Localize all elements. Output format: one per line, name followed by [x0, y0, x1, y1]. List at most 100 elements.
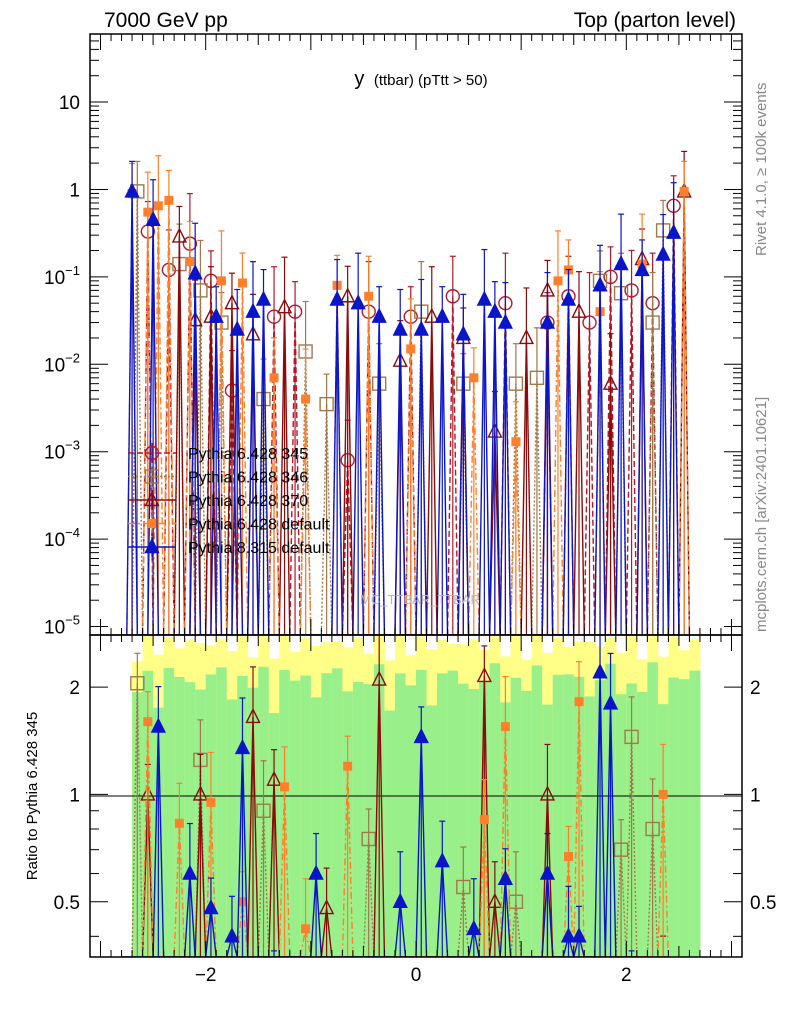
data-point: [224, 927, 240, 943]
data-point: [229, 320, 245, 336]
series: [171, 150, 692, 635]
ratio-band-green: [321, 673, 333, 957]
ratio-band-green: [184, 682, 196, 957]
y-tick-label-exp: −4: [65, 525, 80, 540]
ratio-ylabel: Ratio to Pythia 6.428 345: [24, 712, 41, 880]
data-point: [143, 207, 153, 217]
data-point: [245, 707, 261, 724]
data-point: [466, 919, 482, 935]
data-point: [301, 394, 311, 404]
ratio-band-green: [531, 665, 543, 957]
data-point: [434, 307, 450, 323]
ratio-band-green: [226, 699, 238, 957]
data-point: [185, 256, 195, 266]
data-point: [269, 373, 279, 383]
data-point: [255, 290, 272, 306]
series-line: [141, 675, 669, 957]
ratio-y-tick-label-right: 2: [750, 678, 761, 699]
data-point: [361, 831, 376, 847]
data-point: [144, 445, 160, 461]
data-point: [318, 899, 335, 915]
data-point: [518, 328, 535, 345]
ratio-panel-series: [121, 635, 670, 957]
data-point: [553, 276, 563, 286]
data-point: [266, 309, 282, 324]
y-tick-label-exp: −1: [65, 263, 80, 278]
data-point: [245, 302, 261, 318]
legend-label: Pythia 6.428 370: [188, 493, 308, 510]
ratio-y-tick-label: 2: [69, 678, 80, 699]
data-point: [571, 927, 587, 943]
data-point: [445, 289, 461, 304]
data-point: [234, 738, 251, 755]
data-point: [645, 315, 660, 330]
data-point: [192, 785, 209, 801]
ratio-y-tick-label: 0.5: [54, 893, 80, 914]
data-point: [350, 294, 366, 310]
ratio-band-green: [216, 667, 228, 957]
data-point: [144, 469, 160, 484]
data-point: [679, 186, 689, 196]
data-point: [287, 304, 303, 319]
data-point: [613, 255, 629, 271]
data-point: [413, 727, 429, 744]
data-point: [434, 852, 450, 868]
data-point: [164, 195, 174, 205]
data-point: [171, 227, 188, 243]
data-point: [308, 864, 324, 880]
ratio-band-green: [405, 685, 417, 957]
ratio-band-green: [300, 675, 312, 957]
data-point: [266, 770, 282, 786]
data-point: [187, 264, 203, 280]
data-point: [476, 290, 492, 306]
ratio-band-green: [468, 688, 480, 957]
side-label-bottom: mcplots.cern.ch [arXiv:2401.10621]: [753, 397, 770, 632]
series-line: [126, 191, 680, 635]
data-point: [413, 320, 429, 336]
data-point: [153, 201, 163, 211]
plot-title-sub: (ttbar) (pTtt > 50): [374, 72, 488, 89]
data-point: [280, 782, 290, 792]
series-line: [131, 191, 670, 635]
data-point: [276, 298, 293, 314]
ratio-band-green: [163, 668, 175, 957]
data-point: [124, 182, 140, 198]
legend: Pythia 6.428 345 Pythia 6.428 346 Pythia 6…: [128, 443, 330, 557]
data-point: [206, 797, 216, 807]
data-point: [529, 370, 545, 386]
data-point: [144, 490, 160, 507]
y-tick-label-base: 10: [44, 355, 65, 376]
series: [121, 635, 637, 957]
data-point: [655, 245, 671, 261]
data-point: [613, 842, 629, 857]
legend-label: Pythia 8.315 default: [188, 540, 330, 557]
data-point: [456, 879, 471, 895]
data-point: [479, 815, 489, 825]
data-point: [658, 789, 668, 799]
data-point: [539, 864, 556, 880]
data-point: [147, 519, 157, 528]
data-point: [563, 851, 573, 861]
plot-title-main: y: [354, 68, 364, 90]
ratio-y-tick-label-right: 1: [750, 785, 761, 806]
data-point: [319, 396, 334, 412]
data-point: [592, 663, 608, 679]
y-tick-label: 10−1: [44, 263, 80, 289]
data-point: [582, 315, 597, 330]
series-line: [131, 683, 659, 957]
data-point: [150, 717, 166, 733]
data-point: [193, 283, 208, 298]
data-point: [371, 670, 387, 686]
y-tick-label: 1: [69, 180, 80, 201]
data-point: [343, 761, 353, 771]
series: [124, 160, 682, 635]
data-point: [144, 537, 160, 554]
main-panel-series: [124, 150, 692, 635]
ratio-band-green: [678, 679, 690, 957]
data-point: [406, 344, 416, 354]
ratio-y-tick-label: 1: [69, 785, 80, 806]
legend-label: Pythia 6.428 346: [188, 470, 308, 487]
ratio-band-green: [352, 682, 364, 957]
